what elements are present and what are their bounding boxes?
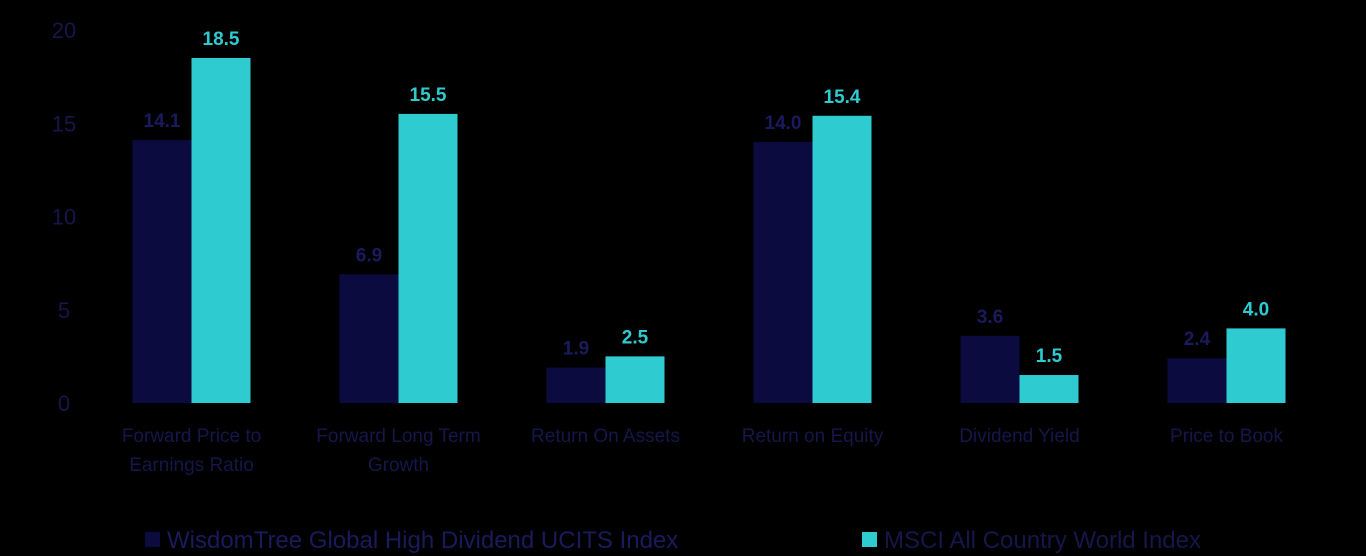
data-label: 4.0 <box>1243 299 1269 320</box>
legend: WisdomTree Global High Dividend UCITS In… <box>145 527 1201 554</box>
legend-swatch <box>862 532 877 547</box>
data-label: 2.5 <box>622 327 649 348</box>
bar <box>339 274 399 403</box>
data-label: 15.5 <box>410 85 447 106</box>
x-category-label: Forward Price to <box>122 426 261 447</box>
bar <box>132 140 192 403</box>
bar <box>1226 328 1286 403</box>
bar <box>1167 358 1227 403</box>
y-tick-label: 15 <box>52 111 76 136</box>
bar <box>753 141 813 403</box>
bar <box>960 335 1020 403</box>
bars <box>132 57 1286 404</box>
y-tick-label: 10 <box>52 205 76 230</box>
x-category-label: Growth <box>368 455 429 476</box>
data-label: 15.4 <box>824 87 861 108</box>
x-category-label: Return on Equity <box>742 426 884 447</box>
legend-swatch <box>145 532 160 547</box>
y-tick-label: 20 <box>52 18 76 43</box>
x-category-label: Forward Long Term <box>316 426 480 447</box>
bar <box>812 115 872 403</box>
data-labels: 14.1 18.5 6.9 15.5 1.9 2.5 14.0 15.4 3.6 1.5 2.4 4.… <box>144 29 1270 367</box>
bar <box>546 367 606 403</box>
legend-label: WisdomTree Global High Dividend UCITS In… <box>167 527 678 554</box>
legend-label: MSCI All Country World Index <box>884 527 1201 554</box>
data-label: 6.9 <box>356 245 382 266</box>
data-label: 1.9 <box>563 339 589 360</box>
data-label: 1.5 <box>1036 346 1063 367</box>
y-tick-label: 5 <box>58 298 70 323</box>
bar <box>398 113 458 404</box>
data-label: 2.4 <box>1184 329 1211 350</box>
x-axis: Forward Price to Earnings Ratio Forward Lo… <box>122 426 1284 476</box>
data-label: 18.5 <box>203 29 240 50</box>
x-category-label: Price to Book <box>1170 426 1283 447</box>
x-category-label: Earnings Ratio <box>129 455 254 476</box>
data-label: 3.6 <box>977 307 1003 328</box>
data-label: 14.1 <box>144 111 181 132</box>
y-tick-label: 0 <box>58 391 70 416</box>
x-category-label: Dividend Yield <box>959 426 1079 447</box>
data-label: 14.0 <box>765 113 802 134</box>
x-category-label: Return On Assets <box>531 426 680 447</box>
bar <box>1019 375 1079 403</box>
y-axis: 0 5 10 15 20 <box>52 18 76 416</box>
bar <box>605 356 665 403</box>
bar <box>191 57 251 403</box>
